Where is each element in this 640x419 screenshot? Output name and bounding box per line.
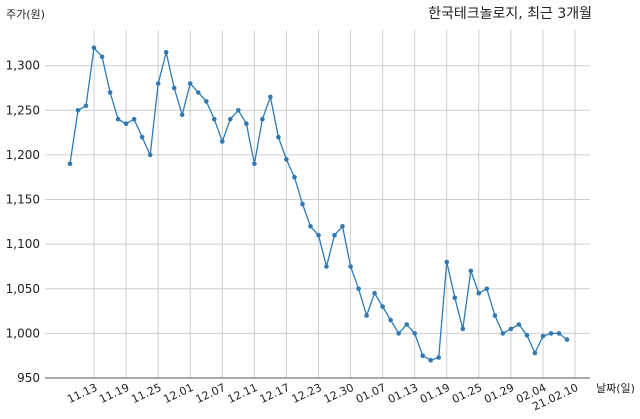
y-tick-label: 950 xyxy=(17,371,40,385)
data-point xyxy=(500,331,506,336)
data-point xyxy=(452,295,458,301)
data-point xyxy=(436,355,442,360)
data-point xyxy=(284,157,289,162)
data-point xyxy=(228,116,233,122)
axes: 950 1,000 1,050 1,100 1,150 1,200 1,250 1,300 11… xyxy=(6,59,590,413)
x-axis-title: 날짜(일) xyxy=(596,381,635,395)
chart-title: 한국테크놀로지, 최근 3개월 xyxy=(428,6,592,22)
data-point xyxy=(236,108,241,113)
data-point xyxy=(276,134,281,140)
data-point xyxy=(356,286,361,292)
data-point xyxy=(155,81,161,86)
data-point xyxy=(204,99,209,104)
data-point xyxy=(548,331,554,336)
data-point xyxy=(460,326,466,332)
data-point xyxy=(163,50,169,55)
data-point xyxy=(412,331,418,336)
x-tick-label: 12.17 xyxy=(258,381,292,406)
data-point xyxy=(99,54,105,60)
x-tick-label: 11.25 xyxy=(129,381,163,406)
data-point xyxy=(516,322,522,327)
x-tick-label: 01.07 xyxy=(354,381,388,406)
x-tick-label: 12.30 xyxy=(322,381,356,406)
data-point xyxy=(348,264,353,269)
data-point xyxy=(244,121,249,126)
y-tick-label: 1,150 xyxy=(6,193,40,207)
x-tick-label: 11.13 xyxy=(65,381,99,406)
data-point xyxy=(444,259,450,265)
data-point xyxy=(532,350,538,356)
data-point xyxy=(564,337,570,342)
x-tick-label: 12.11 xyxy=(226,381,260,406)
data-point xyxy=(220,139,225,144)
data-point xyxy=(340,224,345,229)
data-point xyxy=(171,85,177,91)
data-point xyxy=(147,152,153,158)
x-tick-label: 01.25 xyxy=(450,381,484,406)
data-point xyxy=(364,313,369,318)
x-tick-label: 01.19 xyxy=(418,381,452,406)
data-point xyxy=(388,317,393,323)
y-tick-label: 1,050 xyxy=(6,282,40,296)
data-point xyxy=(83,103,89,109)
y-axis-title: 주가(원) xyxy=(6,8,45,21)
data-point xyxy=(292,174,297,180)
data-point xyxy=(75,108,81,113)
data-point xyxy=(540,333,546,339)
data-point xyxy=(252,161,257,167)
data-point xyxy=(420,353,426,359)
x-tick-label: 11.19 xyxy=(97,381,131,406)
x-tick-label: 01.29 xyxy=(482,381,516,406)
data-point xyxy=(91,45,97,51)
data-point xyxy=(316,232,321,238)
data-point xyxy=(372,290,377,296)
data-point xyxy=(212,116,217,122)
data-point xyxy=(324,264,329,269)
data-point xyxy=(524,332,530,338)
data-point xyxy=(115,116,121,122)
data-point xyxy=(484,286,490,292)
data-point xyxy=(380,304,385,309)
grid xyxy=(45,30,590,378)
y-tick-label: 1,200 xyxy=(6,148,40,162)
y-tick-label: 1,250 xyxy=(6,103,40,117)
y-tick-label: 1,300 xyxy=(6,59,40,73)
x-tick-label: 12.23 xyxy=(290,381,324,406)
data-point xyxy=(107,90,113,95)
x-tick-label: 12.07 xyxy=(194,381,228,406)
data-point xyxy=(508,326,514,332)
data-point xyxy=(332,232,337,238)
data-point xyxy=(476,290,482,296)
data-point xyxy=(308,224,313,229)
data-point xyxy=(123,121,129,126)
data-point xyxy=(268,94,273,100)
data-point xyxy=(179,112,185,118)
price-series xyxy=(67,45,570,363)
data-point xyxy=(300,201,305,207)
y-tick-label: 1,000 xyxy=(6,326,40,340)
data-point xyxy=(556,331,562,336)
data-point xyxy=(468,268,474,274)
data-point xyxy=(196,90,201,95)
data-point xyxy=(404,322,410,327)
data-point xyxy=(139,134,145,140)
data-point xyxy=(396,331,402,336)
data-point xyxy=(492,313,498,318)
x-tick-label: 12.01 xyxy=(161,381,195,406)
data-point xyxy=(67,161,73,167)
data-point xyxy=(260,116,265,122)
data-point xyxy=(428,357,434,363)
x-tick-label: 01.13 xyxy=(386,381,420,406)
data-point xyxy=(131,116,137,122)
y-tick-label: 1,100 xyxy=(6,237,40,251)
data-point xyxy=(187,81,193,86)
